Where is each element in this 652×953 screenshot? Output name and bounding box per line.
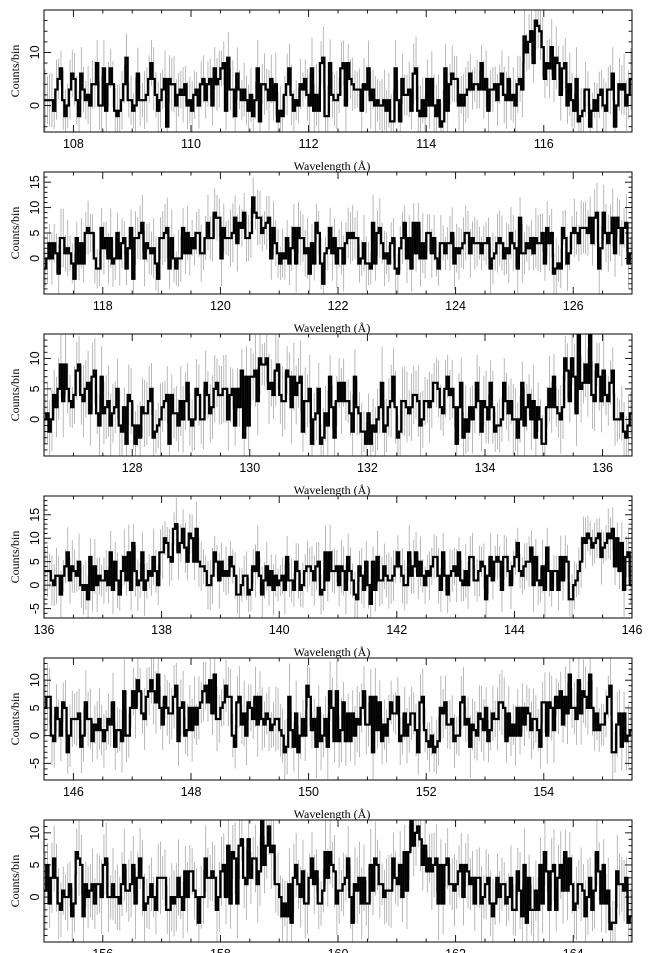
y-axis-label: Counts/bin (8, 369, 22, 422)
panel-1: 108 110 112 114 116 0 10 Wavelength (Å) Counts/b… (8, 9, 633, 173)
y-tick-label: 0 (28, 894, 42, 901)
x-tick-label: 154 (533, 785, 554, 799)
y-tick-label: 5 (28, 385, 42, 392)
y-tick-label: 10 (28, 673, 42, 687)
x-axis-label: Wavelength (Å) (294, 159, 371, 173)
y-tick-label: 10 (28, 531, 42, 545)
y-tick-label: 0 (28, 582, 42, 589)
x-tick-label: 150 (298, 785, 319, 799)
step-line-panel-1 (44, 19, 632, 128)
step-line-panel-5 (44, 673, 632, 754)
x-tick-label: 118 (93, 299, 113, 313)
panel-2: 118 120 122 124 126 0 5 10 15 Wavelength (Å) Count… (8, 171, 633, 335)
spectrum-series-panel-5 (44, 658, 632, 780)
panel-3: 128 130 132 134 136 0 5 10 Wavelength (Å) Counts/… (8, 333, 633, 497)
x-tick-label: 146 (63, 785, 84, 799)
x-tick-label: 144 (504, 623, 525, 637)
y-axis-label: Counts/bin (8, 855, 22, 908)
panel-4: 136 138 140 142 144 146 -5 0 5 10 15 Wavelength (Å)… (8, 495, 643, 659)
x-tick-label: 110 (181, 137, 201, 151)
y-tick-label: 0 (28, 102, 42, 109)
y-tick-label: 15 (28, 508, 42, 522)
x-tick-label: 116 (534, 137, 554, 151)
y-tick-label: 10 (28, 45, 42, 59)
spectrum-series-panel-6 (44, 820, 632, 942)
x-tick-label: 108 (63, 137, 84, 151)
x-tick-label: 130 (239, 461, 260, 475)
x-tick-label: 134 (475, 461, 496, 475)
x-tick-label: 142 (386, 623, 407, 637)
step-line-panel-6 (44, 820, 632, 931)
x-tick-label: 120 (210, 299, 231, 313)
x-axis-label: Wavelength (Å) (294, 321, 371, 335)
x-axis-label: Wavelength (Å) (294, 807, 371, 821)
x-tick-label: 136 (34, 623, 55, 637)
x-tick-label: 148 (181, 785, 202, 799)
x-tick-label: 152 (416, 785, 437, 799)
x-tick-label: 162 (445, 947, 466, 953)
y-tick-label: 10 (28, 351, 42, 365)
spectrum-series-panel-4 (44, 497, 632, 618)
x-tick-label: 112 (299, 137, 319, 151)
y-axis-label: Counts/bin (8, 693, 22, 746)
y-tick-label: 15 (28, 175, 42, 189)
x-tick-label: 128 (122, 461, 143, 475)
panel-5: 146 148 150 152 154 -5 0 5 10 Wavelength (Å) Count… (8, 657, 633, 821)
y-tick-label: 5 (28, 704, 42, 711)
x-tick-label: 146 (622, 623, 643, 637)
step-line-panel-3 (44, 334, 632, 445)
y-tick-label: 10 (28, 201, 42, 215)
x-tick-label: 138 (151, 623, 172, 637)
y-tick-label: 5 (28, 558, 42, 565)
y-tick-label: 5 (28, 861, 42, 868)
y-tick-label: -5 (28, 758, 42, 769)
y-tick-label: 0 (28, 255, 42, 262)
spectrum-series-panel-1 (44, 10, 632, 132)
y-tick-label: 0 (28, 416, 42, 423)
x-axis-label: Wavelength (Å) (294, 483, 371, 497)
x-tick-label: 140 (269, 623, 290, 637)
x-tick-label: 136 (592, 461, 613, 475)
x-tick-label: 122 (328, 299, 349, 313)
x-tick-label: 160 (328, 947, 349, 953)
y-tick-label: 10 (28, 826, 42, 840)
y-tick-label: 5 (28, 229, 42, 236)
x-tick-label: 164 (563, 947, 584, 953)
panel-6: 1561581601621640510Wavelength (Å)Counts/… (8, 819, 633, 953)
x-tick-label: 132 (357, 461, 378, 475)
y-tick-label: -5 (28, 603, 42, 614)
x-tick-label: 158 (210, 947, 231, 953)
y-axis-label: Counts/bin (8, 45, 22, 98)
step-line-panel-2 (44, 196, 632, 285)
step-line-panel-4 (44, 523, 632, 606)
x-tick-label: 156 (92, 947, 113, 953)
y-axis-label: Counts/bin (8, 531, 22, 584)
x-tick-label: 124 (445, 299, 466, 313)
y-tick-label: 0 (28, 732, 42, 739)
y-axis-label: Counts/bin (8, 207, 22, 260)
x-tick-label: 126 (563, 299, 584, 313)
x-tick-label: 114 (416, 137, 436, 151)
x-axis-label: Wavelength (Å) (294, 645, 371, 659)
